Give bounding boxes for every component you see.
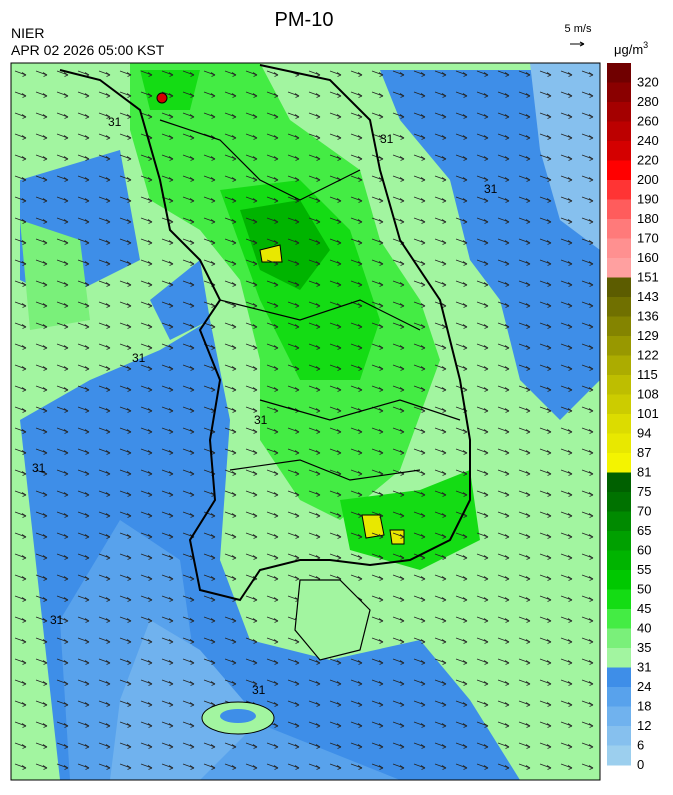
legend-swatch	[607, 453, 631, 473]
legend-label: 280	[637, 94, 659, 109]
wind-scale-label: 5 m/s	[565, 23, 592, 35]
legend-swatch	[607, 589, 631, 610]
legend-label: 70	[637, 504, 651, 519]
legend-swatch	[607, 355, 631, 376]
legend-swatch	[607, 472, 631, 493]
legend-label: 101	[637, 406, 659, 421]
legend-label: 200	[637, 172, 659, 187]
legend-label: 60	[637, 543, 651, 558]
legend-label: 35	[637, 640, 651, 655]
contour-label: 31	[252, 683, 266, 697]
legend-swatch	[607, 121, 631, 142]
legend-label: 0	[637, 757, 644, 772]
contour-label: 31	[108, 115, 122, 129]
legend-swatch	[607, 706, 631, 727]
legend-label: 143	[637, 289, 659, 304]
contour-label: 31	[380, 132, 394, 146]
contour-label: 31	[132, 351, 146, 365]
legend-swatch	[607, 219, 631, 239]
timestamp: APR 02 2026 05:00 KST	[11, 42, 165, 58]
legend-label: 260	[637, 114, 659, 129]
unit: μg/m3	[614, 40, 648, 57]
legend-label: 108	[637, 387, 659, 402]
legend-swatch	[607, 433, 631, 454]
legend-swatch	[607, 492, 631, 512]
legend-label: 18	[637, 699, 651, 714]
legend-label: 220	[637, 153, 659, 168]
map: 31 31 31 31 31 31 31 31	[11, 63, 600, 780]
unit-base: μg/m	[614, 42, 643, 57]
legend-swatch	[607, 414, 631, 434]
legend-label: 129	[637, 328, 659, 343]
island	[294, 579, 371, 661]
legend-swatch	[607, 628, 631, 649]
province-border	[159, 119, 461, 481]
legend-swatch	[607, 160, 631, 181]
contour-label: 31	[254, 413, 268, 427]
unit-exponent: 3	[643, 40, 648, 50]
legend-label: 81	[637, 465, 651, 480]
legend-swatch	[607, 316, 631, 337]
legend-swatch	[607, 180, 631, 200]
legend-swatch	[607, 141, 631, 161]
legend-swatch	[607, 238, 631, 259]
contour-labels: 31 31 31 31 31 31 31 31	[32, 115, 498, 697]
legend-swatch	[607, 648, 631, 668]
legend-swatch	[607, 63, 631, 83]
legend-label: 160	[637, 250, 659, 265]
legend-swatch	[607, 570, 631, 590]
contour-label: 31	[484, 182, 498, 196]
legend-swatch	[607, 394, 631, 415]
legend-swatch	[607, 609, 631, 629]
color-legend: 3202802602402202001901801701601511431361…	[607, 63, 659, 772]
legend-label: 151	[637, 270, 659, 285]
contour-label: 31	[32, 461, 46, 475]
legend-label: 50	[637, 582, 651, 597]
legend-label: 170	[637, 231, 659, 246]
legend-swatch	[607, 258, 631, 278]
legend-swatch	[607, 531, 631, 551]
legend-swatch	[607, 199, 631, 220]
legend-label: 87	[637, 445, 651, 460]
legend-label: 122	[637, 348, 659, 363]
legend-label: 55	[637, 562, 651, 577]
legend-swatch	[607, 297, 631, 317]
legend-swatch	[607, 277, 631, 298]
legend-label: 24	[637, 679, 651, 694]
legend-label: 190	[637, 192, 659, 207]
legend-swatch	[607, 667, 631, 688]
legend-swatch	[607, 102, 631, 122]
coastline	[59, 64, 471, 602]
legend-swatch	[607, 336, 631, 356]
legend-label: 65	[637, 523, 651, 538]
legend-label: 75	[637, 484, 651, 499]
wind-scale-arrow	[570, 41, 585, 47]
map-frame	[10, 62, 601, 781]
legend-label: 40	[637, 621, 651, 636]
legend-swatch	[607, 82, 631, 103]
legend-label: 94	[637, 426, 651, 441]
legend-swatch	[607, 745, 631, 766]
legend-label: 136	[637, 309, 659, 324]
legend-label: 240	[637, 133, 659, 148]
legend-swatch	[607, 511, 631, 532]
island-field	[220, 709, 256, 723]
legend-label: 12	[637, 718, 651, 733]
legend-label: 6	[637, 738, 644, 753]
title: PM-10	[275, 9, 334, 31]
legend-swatch	[607, 726, 631, 746]
legend-label: 45	[637, 601, 651, 616]
legend-swatch	[607, 687, 631, 707]
legend-label: 180	[637, 211, 659, 226]
contour-label: 31	[50, 613, 64, 627]
agency: NIER	[11, 25, 44, 41]
legend-label: 115	[637, 367, 658, 382]
legend-swatch	[607, 375, 631, 395]
legend-label: 31	[637, 660, 651, 675]
legend-swatch	[607, 550, 631, 571]
legend-label: 320	[637, 75, 659, 90]
wind-vectors	[11, 63, 600, 780]
